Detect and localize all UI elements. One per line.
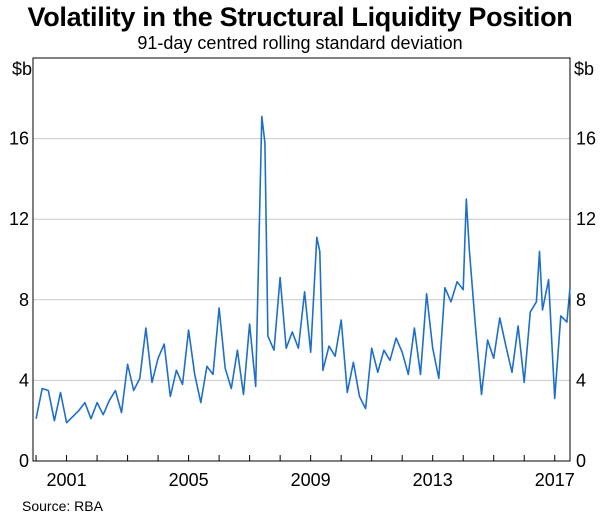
series-group	[35, 115, 571, 424]
y-axis-unit-right: $b	[574, 59, 594, 79]
x-tick-label: 2005	[169, 470, 209, 490]
chart-title: Volatility in the Structural Liquidity P…	[27, 2, 573, 32]
y-tick-label-left: 12	[9, 209, 29, 229]
axis-ticks	[35, 455, 556, 461]
y-tick-label-right: 16	[576, 129, 596, 149]
y-tick-label-left: 0	[19, 451, 29, 471]
x-tick-label: 2017	[535, 470, 575, 490]
y-tick-label-right: 4	[576, 370, 586, 390]
y-tick-label-right: 0	[576, 451, 586, 471]
source-note: Source: RBA	[22, 498, 103, 514]
x-tick-label: 2013	[413, 470, 453, 490]
chart-subtitle: 91-day centred rolling standard deviatio…	[137, 33, 463, 53]
x-tick-label: 2009	[291, 470, 331, 490]
y-tick-label-left: 4	[19, 370, 29, 390]
x-tick-label: 2001	[47, 470, 87, 490]
series-line	[35, 115, 571, 424]
y-axis-unit-left: $b	[12, 59, 32, 79]
plot-frame	[32, 57, 571, 462]
tick-labels: 0 0 4 4 8 8 12 12 16 16 2001 2005 2009 2013 2017	[9, 129, 596, 490]
y-tick-label-right: 12	[576, 209, 596, 229]
y-tick-label-left: 8	[19, 290, 29, 310]
y-tick-label-right: 8	[576, 290, 586, 310]
y-tick-label-left: 16	[9, 129, 29, 149]
